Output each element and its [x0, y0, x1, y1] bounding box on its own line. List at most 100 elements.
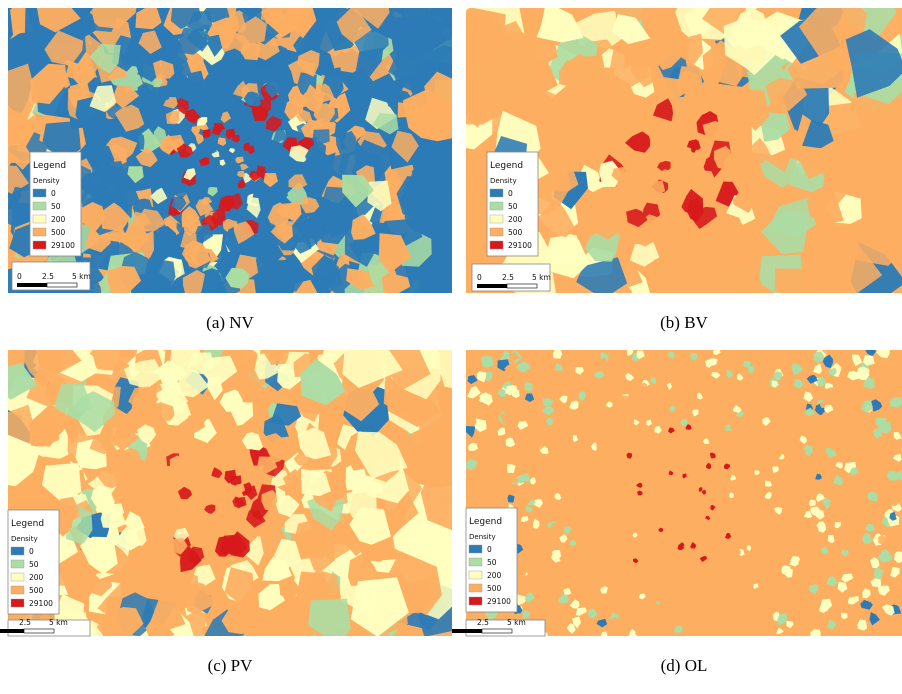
map-cell: [672, 370, 681, 379]
map-cell: [561, 504, 569, 514]
map-cell: [234, 483, 246, 494]
map-cell: [224, 567, 254, 603]
map-cell: [485, 371, 493, 382]
map-cell: [581, 455, 590, 463]
map-cell: [828, 459, 837, 468]
map-cell: [403, 8, 452, 41]
map-cell: [715, 387, 724, 395]
map-cell: [507, 494, 515, 503]
map-cell: [152, 402, 175, 422]
map-cell: [536, 539, 544, 547]
map-cell: [825, 387, 834, 396]
map-cell: [378, 233, 412, 274]
map-cell: [704, 359, 713, 368]
map-cell: [586, 529, 594, 538]
map-cell: [753, 587, 762, 595]
map-cell: [225, 206, 241, 223]
map-cell: [300, 358, 346, 406]
map-cell: [261, 244, 282, 265]
caption: (c) PV: [208, 656, 254, 675]
map-cell: [860, 400, 873, 413]
map-cell: [666, 366, 676, 375]
map-cell: [655, 482, 660, 488]
legend-title: Legend: [469, 517, 502, 527]
map-cell: [705, 546, 710, 554]
map-cell: [596, 551, 602, 559]
map-cell: [278, 256, 308, 292]
map-cell: [396, 175, 438, 217]
map-cell: [871, 97, 902, 136]
map-cell: [640, 382, 648, 390]
map-cell: [682, 498, 687, 504]
map-cell: [710, 504, 716, 511]
map-cell: [115, 529, 141, 551]
map-cell: [813, 351, 827, 363]
map-cell: [667, 382, 672, 390]
map-cell: [473, 405, 484, 416]
map-cell: [724, 463, 730, 470]
map-cell: [621, 395, 631, 404]
map-cell: [231, 61, 252, 82]
map-cell: [867, 491, 878, 502]
map-cell: [593, 559, 601, 565]
map-cell: [871, 399, 883, 412]
map-cell: [298, 84, 325, 114]
map-cell: [572, 422, 579, 429]
map-cell: [606, 401, 613, 408]
map-cell: [653, 259, 682, 287]
map-cell: [803, 553, 810, 562]
map-cell: [578, 391, 586, 401]
map-cell: [858, 128, 902, 188]
map-cell: [767, 594, 776, 602]
map-cell: [275, 494, 300, 518]
map-cell: [809, 584, 819, 595]
map-cell: [718, 262, 764, 293]
map-cell: [677, 544, 685, 550]
map-cell: [354, 8, 390, 29]
map-cell: [336, 8, 372, 44]
map-cell: [810, 567, 818, 575]
map-cell: [282, 469, 306, 493]
map-cell: [677, 223, 708, 261]
scale-bar-black: [0, 629, 24, 633]
map-cell: [100, 507, 126, 529]
map-cell: [875, 417, 886, 427]
map-cell: [813, 363, 822, 374]
map-cell: [849, 467, 859, 475]
map-cell: [116, 187, 140, 208]
map-cell: [244, 126, 257, 138]
map-cell: [159, 134, 177, 155]
map-cell: [312, 129, 330, 145]
map-cell: [600, 586, 608, 594]
map-cell: [207, 34, 223, 57]
legend-title: Legend: [11, 519, 44, 529]
map-cell: [751, 411, 760, 420]
map-cell: [698, 487, 703, 492]
legend-title: Legend: [490, 161, 523, 171]
map-cell: [870, 576, 882, 588]
map-cell: [264, 350, 290, 365]
map-cell: [175, 98, 189, 115]
map-cell: [689, 149, 705, 168]
map-cell: [675, 503, 679, 508]
map-cell: [176, 143, 194, 158]
map-cell: [240, 42, 260, 61]
map-cell: [220, 453, 232, 467]
map-cell: [806, 375, 818, 384]
legend-label: 50: [29, 560, 39, 569]
map-cell: [598, 431, 605, 438]
map-cell: [502, 420, 512, 431]
map-cell: [127, 166, 144, 184]
map-cell: [68, 391, 115, 433]
map-cell: [165, 110, 180, 125]
map-cell: [372, 113, 399, 135]
map-cell: [226, 192, 243, 210]
map-cell: [865, 523, 875, 532]
map-cell: [650, 359, 658, 366]
map-cell: [700, 390, 708, 397]
map-cell: [80, 536, 118, 575]
map-cell: [668, 494, 672, 499]
map-cell: [199, 157, 210, 166]
map-cell: [321, 186, 350, 215]
